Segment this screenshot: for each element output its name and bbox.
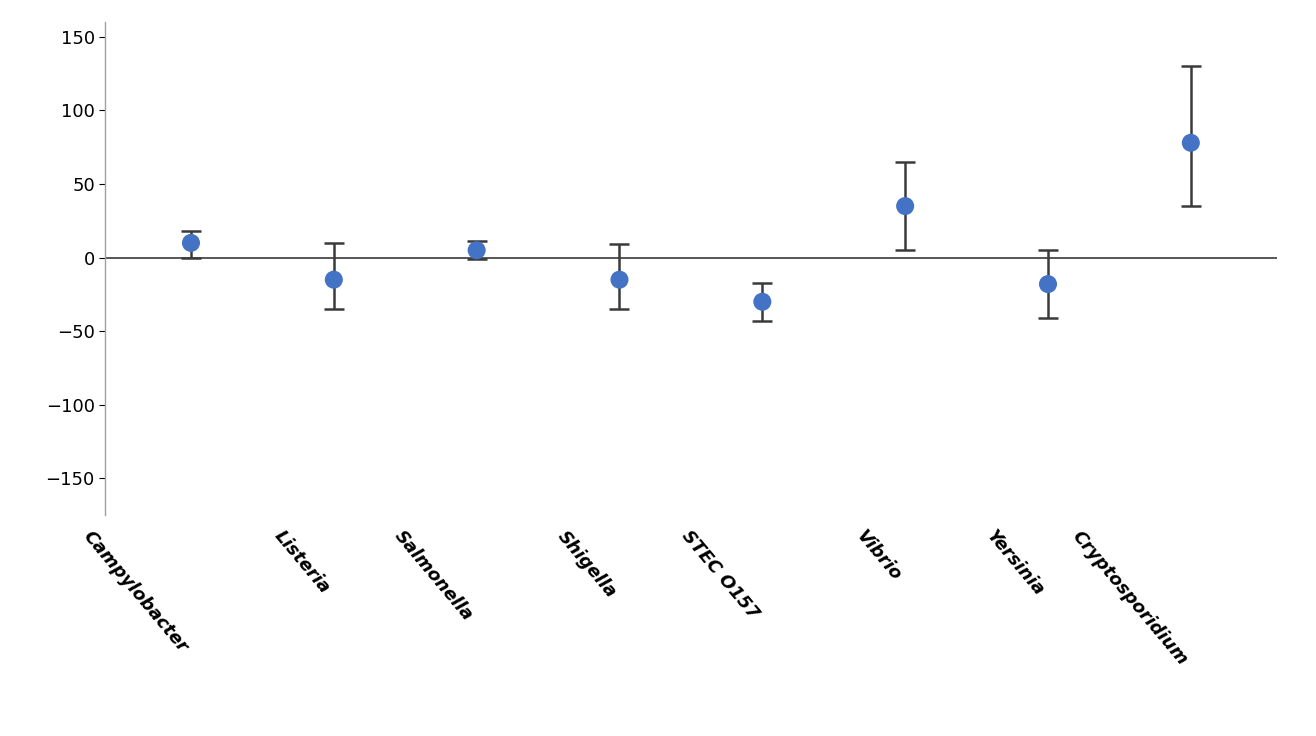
Point (1180, 137, 1202, 149)
Point (751, 296, 772, 308)
Point (609, 274, 630, 286)
Point (895, 200, 916, 212)
Point (466, 244, 487, 256)
Point (324, 274, 345, 286)
Point (180, 237, 201, 249)
Point (1037, 278, 1058, 290)
